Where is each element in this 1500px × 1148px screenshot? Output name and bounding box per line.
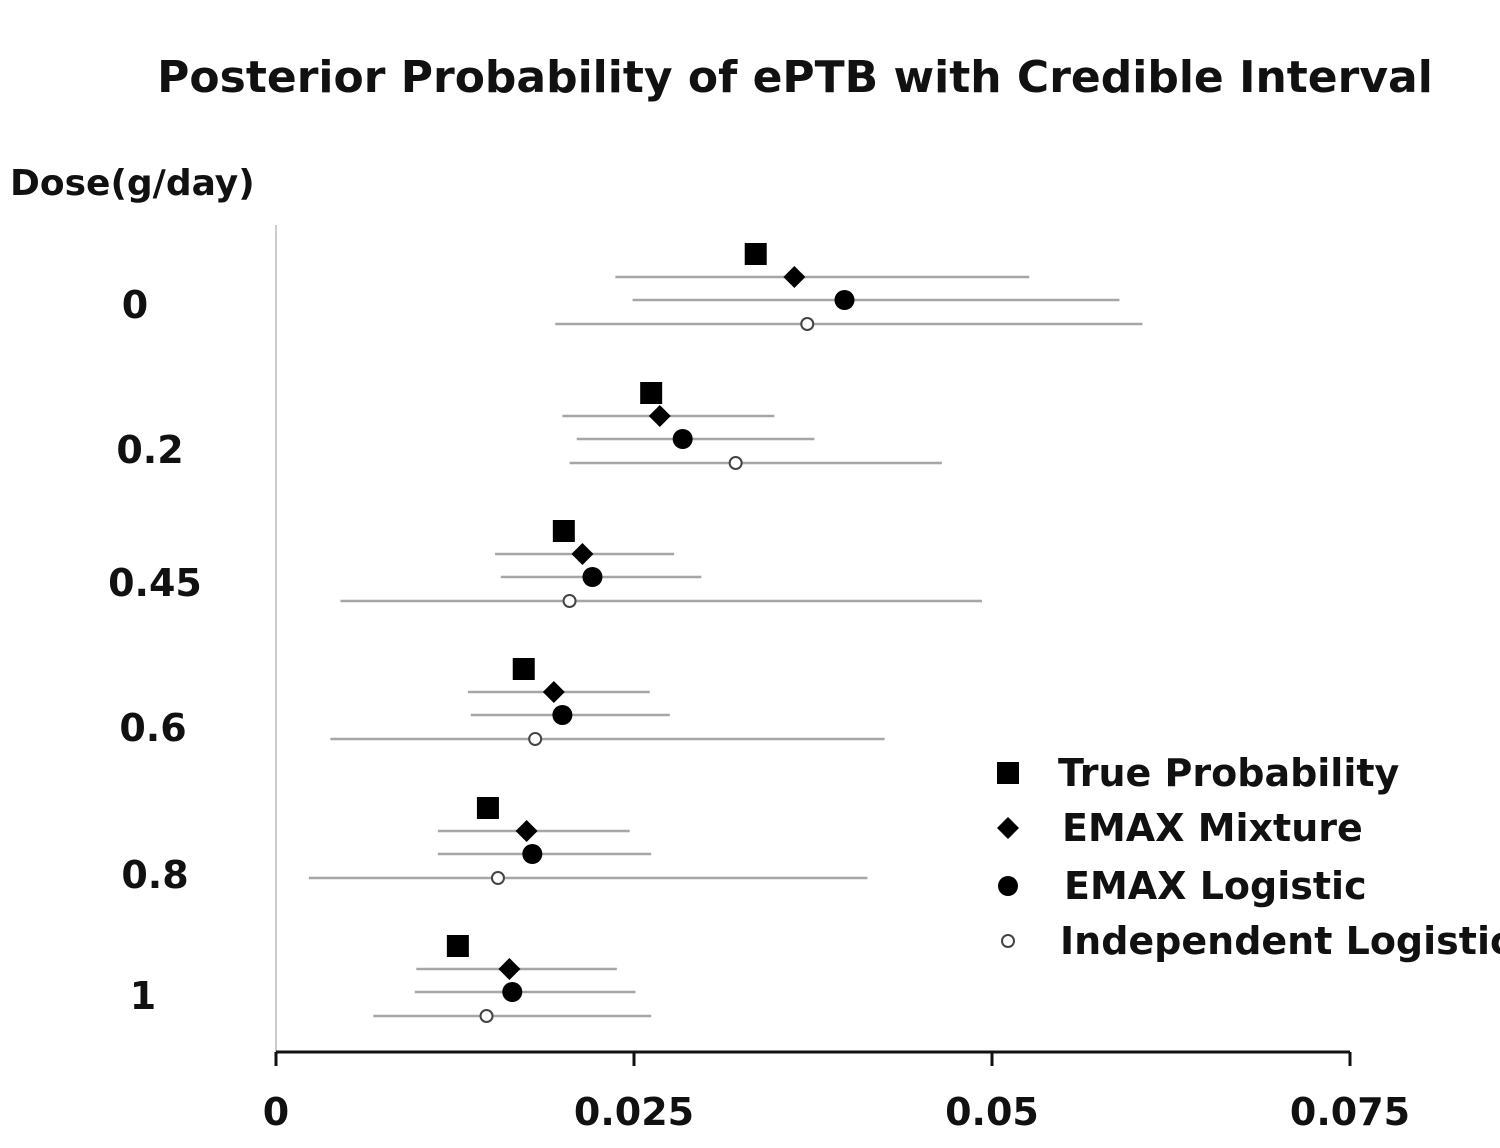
- dose-label: 0: [122, 283, 148, 327]
- data-point-open-circle: [479, 1009, 494, 1023]
- data-point-circle: [834, 290, 855, 310]
- legend-label: EMAX Logistic: [1064, 864, 1367, 908]
- data-point-circle: [552, 705, 573, 725]
- data-point-open-circle: [490, 871, 505, 885]
- data-point-diamond: [571, 543, 594, 565]
- x-tick-label: 0.05: [945, 1090, 1039, 1134]
- legend-label: True Probability: [1058, 751, 1400, 795]
- data-point-square: [552, 520, 575, 542]
- data-point-square: [744, 243, 767, 265]
- data-point-diamond: [542, 681, 565, 703]
- legend-marker-open-circle: [1001, 934, 1015, 948]
- chart-title: Posterior Probability of ePTB with Credi…: [157, 52, 1433, 103]
- data-point-diamond: [515, 820, 538, 842]
- dose-label: 0.2: [116, 428, 183, 472]
- y-axis-label: Dose(g/day): [10, 163, 255, 204]
- data-point-diamond: [648, 405, 671, 427]
- legend-label: EMAX Mixture: [1062, 806, 1363, 850]
- data-point-circle: [502, 982, 523, 1002]
- x-tick-label: 0.075: [1290, 1090, 1410, 1134]
- data-point-square: [476, 797, 499, 819]
- data-point-open-circle: [562, 594, 577, 608]
- legend-marker-circle: [998, 876, 1018, 896]
- data-point-open-circle: [800, 317, 815, 331]
- data-point-square: [446, 935, 469, 957]
- x-axis-ticks: 0 0.025 0.05 0.075: [263, 1052, 1410, 1134]
- legend-marker-diamond: [997, 817, 1019, 839]
- data-point-diamond: [783, 266, 806, 288]
- data-point-circle: [582, 567, 603, 587]
- chart-marks: [308, 243, 1143, 1023]
- data-point-circle: [672, 429, 693, 449]
- dose-label: 1: [130, 974, 156, 1018]
- x-tick-label: 0: [263, 1090, 289, 1134]
- data-point-square: [640, 382, 663, 404]
- data-point-open-circle: [728, 456, 743, 470]
- dose-label: 0.45: [108, 561, 202, 605]
- dose-labels: 0 0.2 0.45 0.6 0.8 1: [108, 283, 202, 1018]
- data-point-open-circle: [528, 732, 543, 746]
- data-point-square: [512, 658, 535, 680]
- dose-label: 0.8: [121, 853, 188, 897]
- dose-label: 0.6: [119, 706, 186, 750]
- legend-marker-square: [997, 762, 1019, 784]
- legend: True Probability EMAX Mixture EMAX Logisti…: [997, 751, 1500, 963]
- data-point-diamond: [498, 958, 521, 980]
- x-tick-label: 0.025: [574, 1090, 694, 1134]
- legend-label: Independent Logistic: [1060, 919, 1500, 963]
- data-point-circle: [522, 844, 543, 864]
